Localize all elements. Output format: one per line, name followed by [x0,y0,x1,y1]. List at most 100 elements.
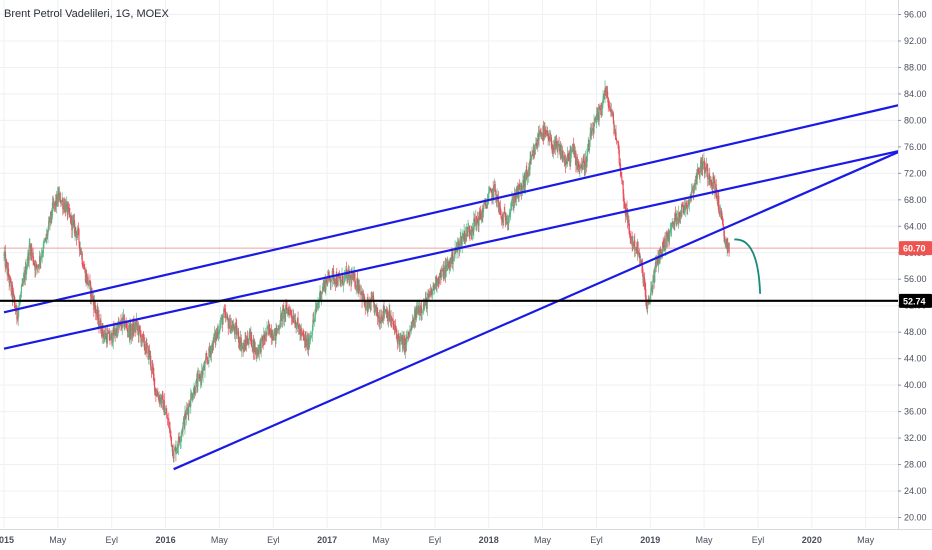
candle-body [610,110,612,113]
candle-body [115,327,118,334]
candle-body [447,262,449,266]
candle-body [233,324,235,330]
candle-body [26,268,28,275]
candle-body [407,331,410,335]
candle-body [449,257,452,268]
candle-body [7,268,10,278]
candle-body [22,283,24,284]
candle-body [113,328,116,336]
trendline-middle-channel[interactable] [3,142,932,350]
trendline-upper-channel[interactable] [3,96,932,314]
candle-body [177,447,179,449]
candle-body [280,312,282,315]
candle-body [345,269,347,274]
candle-body [594,117,596,119]
chart-title: Brent Petrol Vadelileri, 1G, MOEX [4,8,169,20]
candle-body [256,349,258,355]
candle-body [188,403,190,414]
current-price-badge-bg [899,241,932,256]
candle-body [172,445,174,456]
candle-body [226,315,228,317]
candle-body [315,306,317,309]
candle-body [8,277,10,284]
candle-body [599,109,602,110]
candle-body [205,357,207,359]
candle-body [417,307,419,315]
candle-body [328,271,330,276]
projection-arrow[interactable] [734,238,762,294]
candle-body [538,136,540,141]
candle-body [554,140,556,151]
candle-body [568,157,570,160]
candle-body [259,341,261,345]
candle-body [376,307,378,311]
candle-body [166,412,168,419]
candle-body [142,337,145,338]
candle-body [521,185,523,192]
price-axis[interactable]: 96.00 92.00 88.00 84.00 80.00 76.00 72.00 68.00… [898,0,932,550]
candle-body [685,203,687,210]
candle-body [641,266,644,273]
candle-body [60,200,63,204]
candle-body [566,160,568,165]
x-tick-label: May [211,535,229,545]
candle-body [156,393,158,397]
candle-body [483,202,485,206]
candle-body [78,229,80,242]
candle-body [239,337,242,348]
candle-body [563,155,565,163]
candle-body [499,205,501,208]
candle-body [75,231,77,238]
candle-body [58,193,60,201]
candle-body [168,427,171,428]
trendlines[interactable] [3,96,932,471]
candle-body [93,300,95,310]
candle-body [470,230,472,235]
candle-body [77,228,79,235]
candle-body [656,256,658,266]
candle-body [722,218,724,224]
projection-curve[interactable] [734,238,762,294]
candle-body [453,253,456,257]
candle-body [694,183,696,186]
candle-body [630,236,632,240]
candle-body [701,161,703,171]
y-tick-label: 80.00 [904,115,927,125]
candle-body [493,186,495,197]
candle-body [197,374,199,387]
candle-body [214,332,216,339]
candle-body [230,325,233,329]
candle-body [99,320,101,327]
candle-body [501,218,503,219]
candle-body [570,152,572,163]
candle-body [700,160,702,171]
candle-body [53,202,55,206]
candle-body [596,113,598,123]
candle-body [250,332,253,347]
candle-body [606,91,608,94]
candle-body [645,301,647,307]
candle-body [199,375,202,382]
candle-body [220,318,222,324]
candle-body [258,349,260,354]
candle-body [237,331,239,334]
candle-body [501,216,503,219]
candle-body [552,147,554,152]
candle-body [208,347,211,353]
candle-body [590,130,592,134]
candle-body [605,90,607,94]
candle-body [561,150,563,161]
x-tick-label: 2016 [156,535,176,545]
candle-body [543,128,545,140]
candle-body [559,144,562,158]
candle-body [157,396,160,400]
time-axis[interactable]: 2015 May Eyl 2016 May Eyl 2017 May Eyl 2018 May Eyl… [0,529,932,550]
candle-body [338,277,341,279]
candle-body [554,140,556,149]
y-tick-label: 68.00 [904,195,927,205]
candle-body [71,216,73,231]
y-tick-label: 24.00 [904,486,927,496]
trendline-rising-support[interactable] [173,136,932,471]
candle-body [621,176,623,181]
